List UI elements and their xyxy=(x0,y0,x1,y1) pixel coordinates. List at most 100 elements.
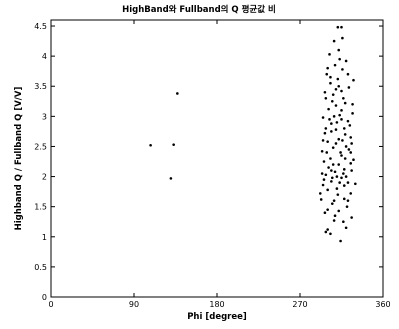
data-point xyxy=(342,197,346,201)
data-point xyxy=(339,151,342,154)
data-point xyxy=(324,230,328,234)
y-tick-label: 2 xyxy=(42,173,47,182)
data-point xyxy=(320,149,324,153)
data-point xyxy=(332,39,336,43)
data-point xyxy=(335,121,339,124)
y-tick-label: 0 xyxy=(42,293,47,302)
data-point xyxy=(332,199,336,202)
y-tick-label: 1.5 xyxy=(34,203,47,212)
data-point xyxy=(337,137,341,141)
data-point xyxy=(346,119,350,123)
data-point xyxy=(349,162,353,165)
data-point xyxy=(348,124,352,127)
data-point xyxy=(323,211,327,214)
data-point xyxy=(328,118,331,121)
data-point xyxy=(321,139,325,142)
data-point xyxy=(336,77,340,81)
data-point xyxy=(336,193,340,196)
chart-title: HighBand와 Fullband의 Q 평균값 비 xyxy=(122,4,276,15)
data-point xyxy=(330,180,333,183)
data-point xyxy=(340,89,343,93)
data-point xyxy=(327,166,330,169)
data-point xyxy=(342,220,345,224)
data-point xyxy=(334,128,338,131)
data-point xyxy=(331,163,335,166)
x-tick-label: 180 xyxy=(209,300,224,309)
data-point xyxy=(330,99,334,103)
scatter-points xyxy=(149,25,357,243)
data-point xyxy=(342,96,345,100)
data-point xyxy=(320,172,324,175)
data-point xyxy=(326,188,329,192)
data-point xyxy=(343,157,347,160)
data-point xyxy=(338,57,341,61)
data-point xyxy=(342,172,345,175)
data-point xyxy=(337,209,341,213)
data-point xyxy=(341,36,344,40)
data-point xyxy=(341,68,344,71)
data-point xyxy=(352,78,355,82)
data-point xyxy=(329,157,332,160)
data-point xyxy=(334,104,338,107)
data-point xyxy=(326,208,329,211)
data-point xyxy=(346,72,350,76)
data-point xyxy=(342,168,346,171)
data-point xyxy=(333,214,337,218)
data-point xyxy=(335,175,339,178)
y-tick-label: 2.5 xyxy=(34,142,47,151)
data-point xyxy=(340,25,343,29)
data-point xyxy=(338,181,341,184)
data-point xyxy=(330,169,333,172)
data-point xyxy=(149,143,152,147)
y-tick-label: 1 xyxy=(42,233,47,242)
data-point xyxy=(346,181,350,184)
data-point xyxy=(350,216,353,219)
data-point xyxy=(329,75,332,79)
data-point xyxy=(337,48,341,52)
data-point xyxy=(336,25,340,29)
y-tick-label: 4.5 xyxy=(34,22,47,31)
data-point xyxy=(344,226,348,230)
data-point xyxy=(329,81,332,85)
x-axis-label: Phi [degree] xyxy=(187,312,247,322)
data-point xyxy=(323,90,327,94)
data-point xyxy=(351,112,354,115)
y-axis-label: Highband Q / Fullband Q [V/V] xyxy=(14,87,24,231)
data-point xyxy=(326,140,329,143)
data-point xyxy=(352,158,355,162)
data-point xyxy=(350,169,353,172)
data-point xyxy=(326,66,329,70)
data-point xyxy=(340,109,343,112)
data-point xyxy=(333,63,337,67)
data-point xyxy=(321,183,325,187)
data-point xyxy=(324,96,328,100)
data-point xyxy=(327,107,330,111)
data-point xyxy=(343,101,347,105)
data-point xyxy=(169,177,173,180)
data-point xyxy=(330,202,334,205)
x-tick-label: 270 xyxy=(292,300,307,309)
data-point xyxy=(349,151,353,154)
data-point xyxy=(324,127,328,130)
data-point xyxy=(340,176,343,180)
data-point xyxy=(176,92,179,95)
data-point xyxy=(321,116,325,119)
x-tick-label: 0 xyxy=(48,300,53,309)
x-tick-label: 360 xyxy=(375,300,390,309)
data-point xyxy=(341,139,344,142)
data-point xyxy=(326,228,329,231)
data-point xyxy=(349,192,353,195)
data-point xyxy=(340,118,343,121)
data-point xyxy=(322,178,326,181)
data-point xyxy=(339,239,342,243)
data-point xyxy=(344,59,348,63)
data-point xyxy=(337,163,341,166)
data-point xyxy=(318,192,322,195)
data-point xyxy=(347,148,351,151)
y-tick-label: 0.5 xyxy=(34,263,47,272)
y-tick-label: 3.5 xyxy=(34,82,47,91)
y-axis: 0 0.5 1 1.5 2 2.5 3 3.5 4 4.5 xyxy=(34,22,383,302)
x-axis: 0 90 180 270 360 xyxy=(48,20,391,309)
data-point xyxy=(332,115,336,118)
data-point xyxy=(330,122,333,125)
